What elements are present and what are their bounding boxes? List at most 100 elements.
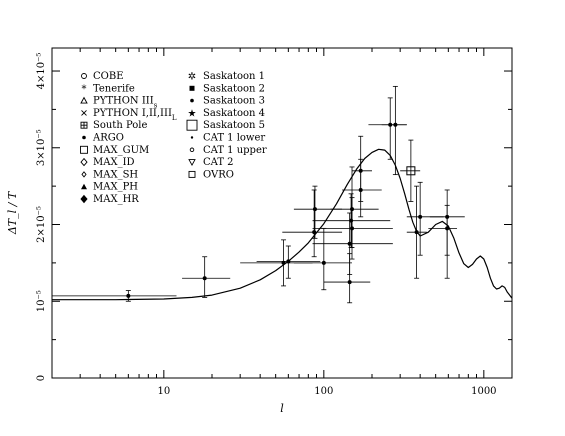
legend-item: MAX_GUM bbox=[80, 145, 149, 156]
point-marker bbox=[358, 168, 363, 173]
legend-item: MAX_HR bbox=[80, 194, 139, 205]
legend-marker: ✲ bbox=[188, 72, 196, 83]
data-point bbox=[182, 256, 231, 298]
legend-marker bbox=[81, 171, 87, 178]
legend-label: PYTHON I,II,IIIL bbox=[93, 108, 177, 122]
legend-item: PYTHON I,II,IIIL bbox=[81, 108, 177, 122]
legend-marker bbox=[189, 85, 195, 91]
legend-marker bbox=[189, 147, 195, 153]
x-tick-label: 10 bbox=[157, 386, 170, 397]
legend-marker bbox=[82, 135, 86, 140]
legend-marker bbox=[188, 170, 196, 178]
legend-label: Saskatoon 2 bbox=[203, 83, 265, 94]
data-point bbox=[400, 139, 421, 202]
legend-item: MAX_SH bbox=[81, 169, 138, 180]
legend-item: * Tenerife bbox=[82, 83, 135, 95]
legend-label: PYTHON IIIs bbox=[93, 96, 158, 110]
legend-marker bbox=[81, 110, 87, 116]
plot-frame bbox=[51, 47, 513, 379]
legend-label: South Pole bbox=[93, 120, 147, 131]
point-marker bbox=[414, 230, 419, 235]
point-marker bbox=[312, 207, 317, 212]
legend-label: OVRO bbox=[203, 169, 234, 180]
legend-label: ARGO bbox=[92, 133, 124, 144]
point-marker bbox=[349, 218, 354, 223]
data-point bbox=[381, 85, 407, 176]
legend-marker bbox=[81, 73, 87, 79]
legend-item: MAX_PH bbox=[81, 182, 138, 193]
legend-item: ✲ Saskatoon 1 bbox=[188, 71, 265, 83]
legend-item: South Pole bbox=[80, 120, 147, 131]
legend-label: Tenerife bbox=[93, 83, 135, 94]
legend-marker: * bbox=[82, 84, 87, 95]
data-point bbox=[428, 204, 458, 279]
legend-label: Saskatoon 4 bbox=[203, 108, 265, 119]
legend-item: OVRO bbox=[188, 169, 234, 180]
legend-marker bbox=[80, 96, 88, 104]
data-point bbox=[256, 245, 321, 279]
legend-marker bbox=[80, 157, 88, 167]
y-tick-label: 0 bbox=[36, 375, 47, 381]
point-marker bbox=[418, 214, 423, 219]
y-tick-label: 4×10⁻⁵ bbox=[36, 53, 47, 90]
point-marker bbox=[126, 293, 131, 298]
point-marker bbox=[202, 276, 207, 281]
point-marker bbox=[347, 241, 352, 246]
legend-label: CAT 1 lower bbox=[203, 133, 265, 144]
legend-label: MAX_GUM bbox=[93, 145, 149, 156]
legend-label: CAT 1 upper bbox=[203, 145, 267, 156]
legend-label: MAX_HR bbox=[93, 194, 139, 205]
data-point bbox=[52, 290, 177, 302]
y-axis-label: ΔT_l / T bbox=[6, 190, 19, 235]
plot-layer bbox=[52, 85, 513, 304]
legend-item: CAT 1 lower bbox=[190, 133, 265, 144]
legend-item: COBE bbox=[81, 71, 124, 82]
point-marker bbox=[281, 260, 286, 265]
legend-item: CAT 2 bbox=[188, 157, 234, 168]
legend-label: MAX_ID bbox=[93, 157, 135, 168]
x-tick-label: 1000 bbox=[471, 386, 496, 397]
legend-label: COBE bbox=[93, 71, 124, 82]
point-marker bbox=[393, 122, 398, 127]
legend-item: MAX_ID bbox=[80, 157, 135, 168]
legend-marker bbox=[190, 136, 194, 139]
data-point bbox=[330, 166, 379, 248]
x-axis-label: l bbox=[280, 402, 284, 415]
point-marker bbox=[321, 260, 326, 265]
point-marker bbox=[347, 280, 352, 285]
point-marker bbox=[286, 259, 291, 264]
point-marker bbox=[406, 166, 416, 176]
legend-label: CAT 2 bbox=[203, 157, 234, 168]
legend-item: Saskatoon 5 bbox=[186, 119, 265, 131]
legend-item: Saskatoon 2 bbox=[189, 83, 265, 94]
legend-label: Saskatoon 1 bbox=[203, 71, 265, 82]
legend-label: MAX_SH bbox=[93, 169, 138, 180]
x-tick-label: 100 bbox=[314, 386, 333, 397]
axis-ticks: 10 100 1000 0 10⁻⁵ 2×10⁻⁵ 3×10⁻⁵ 4×10⁻⁵ bbox=[36, 48, 512, 397]
legend-marker bbox=[80, 145, 88, 154]
y-tick-label: 2×10⁻⁵ bbox=[36, 206, 47, 243]
point-marker bbox=[350, 207, 355, 212]
legend-label: Saskatoon 5 bbox=[203, 120, 265, 131]
point-marker bbox=[445, 226, 450, 231]
y-tick-label: 10⁻⁵ bbox=[36, 290, 47, 312]
legend-marker bbox=[81, 183, 87, 190]
data-point bbox=[406, 185, 427, 279]
data-point bbox=[312, 212, 393, 275]
legend-marker: ★ bbox=[188, 108, 197, 119]
legend-item: CAT 1 upper bbox=[189, 145, 267, 156]
y-tick-label: 3×10⁻⁵ bbox=[36, 129, 47, 166]
legend-label: Saskatoon 3 bbox=[203, 96, 265, 107]
data-point bbox=[406, 181, 444, 256]
legend-item: Saskatoon 3 bbox=[190, 96, 265, 107]
data-point bbox=[352, 135, 372, 202]
legend-marker bbox=[80, 194, 88, 204]
legend-item: ARGO bbox=[82, 133, 124, 144]
legend-marker-detail bbox=[81, 122, 87, 129]
legend-marker bbox=[188, 159, 196, 167]
point-marker bbox=[312, 230, 317, 235]
